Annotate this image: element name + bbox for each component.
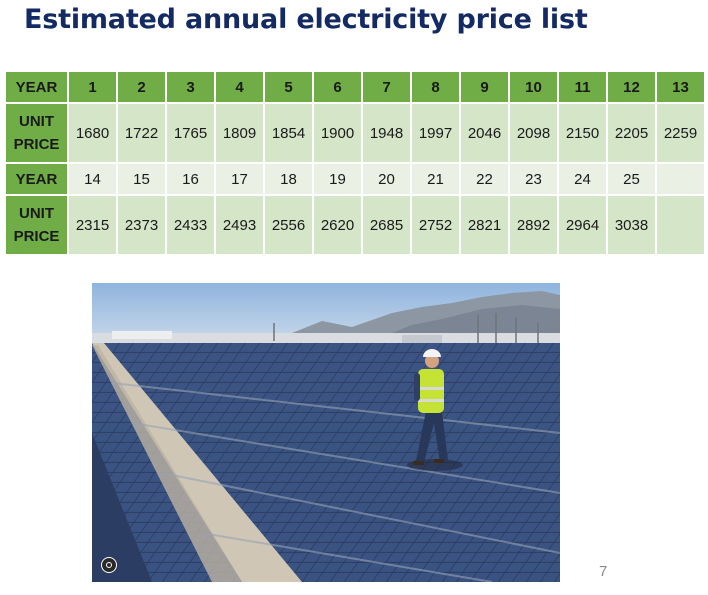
solar-panel-photo [92, 283, 560, 582]
price-row-1: UNIT PRICE 1680 1722 1765 1809 1854 1900 1948 199… [6, 104, 704, 162]
year-row-header: YEAR 1 2 3 4 5 6 7 8 9 10 11 12 13 [6, 72, 704, 102]
year-row-2: YEAR 14 15 16 17 18 19 20 21 22 23 24 25 [6, 164, 704, 194]
year-cell: 20 [363, 164, 410, 194]
price-cell: 2821 [461, 196, 508, 254]
price-label-line: PRICE [13, 228, 60, 245]
year-cell: 6 [314, 72, 361, 102]
price-cell: 2620 [314, 196, 361, 254]
year-cell: 16 [167, 164, 214, 194]
price-cell: 1809 [216, 104, 263, 162]
price-cell: 2150 [559, 104, 606, 162]
price-table: YEAR 1 2 3 4 5 6 7 8 9 10 11 12 13 UNIT PRICE 1680 1722 17… [4, 70, 706, 256]
price-cell: 2259 [657, 104, 704, 162]
page-title: Estimated annual electricity price list [24, 4, 588, 35]
year-cell: 11 [559, 72, 606, 102]
price-cell: 2556 [265, 196, 312, 254]
price-cell: 2433 [167, 196, 214, 254]
price-cell: 2892 [510, 196, 557, 254]
unit-price-label: UNIT PRICE [6, 104, 67, 162]
year-cell [657, 164, 704, 194]
year-cell: 5 [265, 72, 312, 102]
year-cell: 24 [559, 164, 606, 194]
lens-icon[interactable] [101, 557, 117, 573]
unit-label-line: UNIT [19, 113, 54, 130]
price-cell: 2205 [608, 104, 655, 162]
price-cell: 2752 [412, 196, 459, 254]
price-cell: 1722 [118, 104, 165, 162]
price-cell: 3038 [608, 196, 655, 254]
price-cell: 2964 [559, 196, 606, 254]
price-cell: 1765 [167, 104, 214, 162]
year-cell: 4 [216, 72, 263, 102]
year-cell: 8 [412, 72, 459, 102]
year-cell: 3 [167, 72, 214, 102]
price-cell: 2373 [118, 196, 165, 254]
page-number: 7 [599, 563, 608, 580]
year-cell: 1 [69, 72, 116, 102]
year-cell: 21 [412, 164, 459, 194]
year-label: YEAR [6, 164, 67, 194]
year-cell: 19 [314, 164, 361, 194]
price-cell: 1854 [265, 104, 312, 162]
year-cell: 15 [118, 164, 165, 194]
year-cell: 13 [657, 72, 704, 102]
price-label-line: PRICE [13, 136, 60, 153]
year-label: YEAR [6, 72, 67, 102]
price-cell: 1680 [69, 104, 116, 162]
price-cell: 1900 [314, 104, 361, 162]
price-cell: 2046 [461, 104, 508, 162]
price-cell: 2315 [69, 196, 116, 254]
price-cell: 1948 [363, 104, 410, 162]
price-cell: 1997 [412, 104, 459, 162]
year-cell: 12 [608, 72, 655, 102]
unit-price-label: UNIT PRICE [6, 196, 67, 254]
year-cell: 10 [510, 72, 557, 102]
unit-label-line: UNIT [19, 205, 54, 222]
price-row-2: UNIT PRICE 2315 2373 2433 2493 2556 2620 2685 275… [6, 196, 704, 254]
year-cell: 25 [608, 164, 655, 194]
year-cell: 22 [461, 164, 508, 194]
price-cell [657, 196, 704, 254]
price-cell: 2685 [363, 196, 410, 254]
price-cell: 2493 [216, 196, 263, 254]
year-cell: 17 [216, 164, 263, 194]
year-cell: 23 [510, 164, 557, 194]
price-cell: 2098 [510, 104, 557, 162]
year-cell: 18 [265, 164, 312, 194]
year-cell: 9 [461, 72, 508, 102]
year-cell: 7 [363, 72, 410, 102]
year-cell: 14 [69, 164, 116, 194]
year-cell: 2 [118, 72, 165, 102]
